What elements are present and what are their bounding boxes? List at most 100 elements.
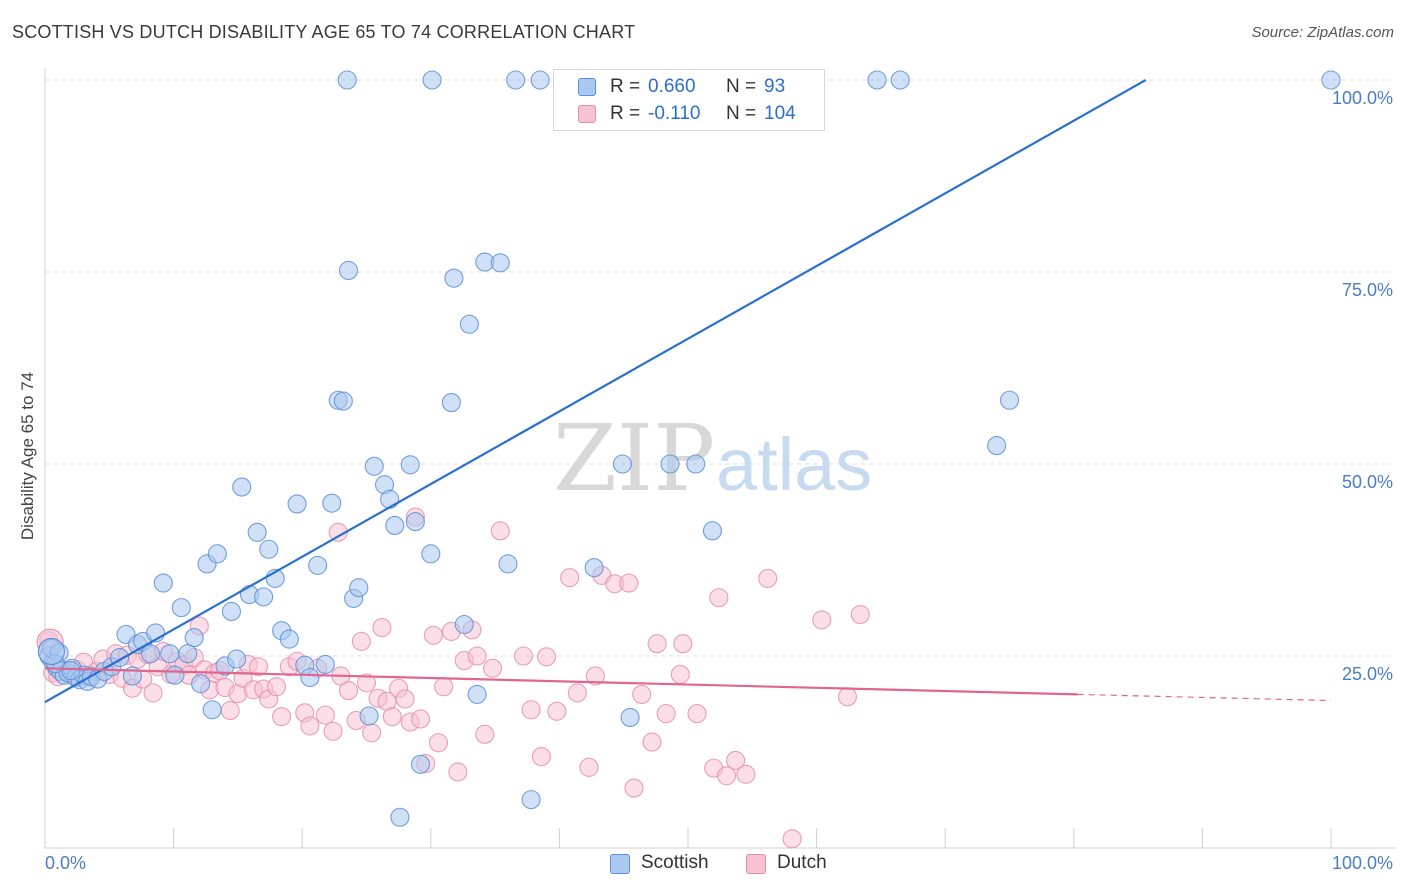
dutch-point	[736, 764, 756, 784]
scottish-swatch	[610, 854, 630, 874]
dutch-point	[709, 588, 729, 608]
dutch-point	[656, 704, 676, 724]
scottish-point	[521, 790, 541, 810]
scottish-point	[247, 522, 267, 542]
scottish-point	[308, 555, 328, 575]
dutch-point	[567, 683, 587, 703]
scottish-point	[686, 454, 706, 474]
scottish-point	[400, 455, 420, 475]
dutch-point	[521, 700, 541, 720]
watermark-atlas: atlas	[716, 423, 872, 506]
scottish-point	[620, 707, 640, 727]
dutch-point	[812, 610, 832, 630]
dutch-point	[579, 757, 599, 777]
n-value: 104	[764, 103, 796, 124]
source-attribution: Source: ZipAtlas.com	[1251, 24, 1394, 41]
legend-label: Scottish	[641, 852, 709, 873]
scottish-point	[702, 521, 722, 541]
r-value: -0.110	[648, 103, 701, 124]
dutch-point	[428, 733, 449, 753]
scottish-point	[279, 629, 299, 649]
scottish-point	[221, 601, 242, 622]
scottish-point	[349, 578, 369, 598]
dutch-point	[482, 658, 503, 678]
dutch-point	[687, 704, 707, 724]
scottish-point	[490, 253, 510, 273]
dutch-point	[410, 709, 431, 729]
scottish-point	[660, 454, 680, 474]
dutch-point	[338, 681, 359, 701]
scottish-point	[410, 754, 431, 774]
scottish-point	[232, 477, 252, 497]
dutch-point	[248, 657, 269, 677]
scottish-point	[421, 544, 441, 564]
scottish-point	[140, 644, 161, 664]
scottish-point	[467, 684, 487, 704]
dutch-point	[434, 677, 454, 697]
scottish-point	[315, 654, 335, 674]
y-tick-label: 50.0%	[1342, 472, 1393, 492]
dutch-point	[758, 568, 778, 588]
dutch-point	[670, 664, 690, 684]
dutch-swatch	[578, 105, 596, 123]
y-tick-label: 100.0%	[1332, 88, 1393, 108]
r-label: R =	[610, 76, 641, 97]
dutch-point	[585, 666, 605, 686]
dutch-point	[632, 684, 652, 704]
scottish-point	[380, 489, 400, 509]
watermark: ZIP atlas	[553, 405, 872, 512]
scottish-point	[300, 667, 320, 688]
y-axis-label: Disability Age 65 to 74	[18, 372, 37, 540]
dutch-point	[837, 687, 858, 707]
x-tick-label: 0.0%	[45, 853, 86, 873]
dutch-swatch	[746, 854, 766, 874]
dutch-point	[624, 778, 644, 798]
scottish-point	[441, 393, 461, 413]
scottish-point	[227, 649, 247, 669]
dutch-point	[315, 705, 335, 725]
scottish-point	[890, 70, 910, 90]
dutch-point	[717, 766, 737, 786]
scottish-point	[202, 700, 222, 720]
dutch-point	[372, 618, 392, 638]
dutch-point	[467, 646, 487, 666]
scottish-point	[405, 512, 425, 532]
scottish-point	[612, 454, 632, 474]
dutch-point	[782, 829, 802, 849]
n-label: N =	[726, 76, 757, 97]
n-label: N =	[726, 103, 757, 124]
legend-label: Dutch	[777, 852, 827, 873]
scottish-point	[422, 70, 442, 90]
scottish-point	[1321, 70, 1341, 90]
scottish-point	[999, 390, 1020, 410]
dutch-point	[726, 750, 746, 770]
scottish-point	[506, 70, 526, 90]
dutch-trendline	[44, 667, 1078, 696]
dutch-point	[619, 573, 639, 593]
dutch-point	[300, 716, 320, 736]
scottish-point	[259, 539, 279, 559]
axes	[44, 68, 1395, 849]
scottish-swatch	[578, 78, 596, 96]
scottish-point	[987, 436, 1007, 456]
scottish-point	[207, 544, 227, 564]
dutch-point	[673, 634, 693, 654]
scottish-point	[160, 644, 180, 664]
scottish-point	[287, 494, 307, 514]
dutch-point	[647, 634, 667, 654]
dutch-point	[490, 521, 510, 541]
scottish-point	[459, 314, 479, 334]
scottish-point	[338, 260, 359, 281]
stats-legend: R = 0.660 N = 93 R = -0.110 N = 104	[553, 69, 825, 131]
scottish-point	[867, 70, 887, 90]
dutch-trendline-extension	[1077, 693, 1332, 702]
y-tick-label: 75.0%	[1342, 280, 1393, 300]
x-tick-label: 100.0%	[1332, 853, 1393, 873]
y-tick-label: 25.0%	[1342, 664, 1393, 684]
scottish-point	[359, 706, 379, 726]
scottish-point	[165, 665, 185, 685]
scottish-point	[322, 493, 342, 513]
scottish-trendline	[44, 79, 1147, 704]
r-value: 0.660	[648, 76, 696, 97]
